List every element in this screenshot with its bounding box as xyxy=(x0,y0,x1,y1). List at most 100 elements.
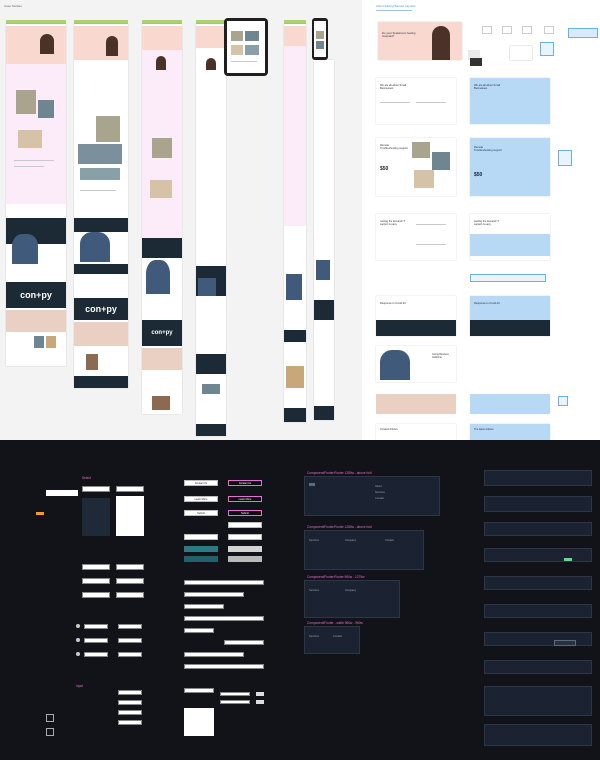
hero-banner xyxy=(74,26,128,60)
laptop-photo xyxy=(80,168,120,180)
footer-title: Component/Footer - width 960w - 960w xyxy=(307,621,363,625)
trouble-card-annotated[interactable]: Remote Troubleshooting support $50 xyxy=(470,138,550,196)
photo-grid xyxy=(152,138,172,158)
checkbox-group[interactable] xyxy=(82,554,152,614)
person-cutout xyxy=(316,260,330,280)
plain-button-2[interactable] xyxy=(184,534,218,540)
form-rows xyxy=(184,580,270,680)
hero-headline: Do your freelancers feeling overpaid? xyxy=(382,31,416,39)
dropdown-group[interactable]: Select xyxy=(82,476,152,546)
footer-component-2[interactable]: Component/Footer/Footer 1280w - above fo… xyxy=(304,525,424,570)
annotation-note xyxy=(540,42,554,56)
covid-card-annotated[interactable]: Response to Covid-19 xyxy=(470,296,550,336)
annotation-note xyxy=(558,396,568,406)
checkbox-icon[interactable] xyxy=(46,728,54,736)
submit-button-dark[interactable]: Submit xyxy=(228,510,262,516)
mobile-frame-6[interactable] xyxy=(314,60,334,420)
grey-button-2[interactable] xyxy=(228,556,262,562)
dark-section xyxy=(74,218,128,232)
person-cutout xyxy=(12,234,38,264)
footer-title: Component/Footer/Footer 960w - 1279w xyxy=(307,575,365,579)
dark-section xyxy=(142,238,182,258)
outline-button[interactable] xyxy=(228,534,262,540)
price-label: $50 xyxy=(474,172,483,178)
learn-more-button[interactable]: Learn More xyxy=(184,496,218,502)
support-card-annotated[interactable]: Getting the demand IT support is easy xyxy=(470,214,550,260)
hero-portrait xyxy=(156,56,166,70)
quote-card-annotated[interactable] xyxy=(470,394,550,414)
video-thumb xyxy=(78,144,122,164)
photo-tile xyxy=(152,396,170,410)
spec-stack xyxy=(468,50,480,60)
curated-card[interactable]: Curated Articles xyxy=(376,424,456,440)
mobile-frame-5[interactable] xyxy=(284,20,306,422)
latest-title: The latest articles xyxy=(474,428,494,431)
hero-card[interactable]: Do your freelancers feeling overpaid? xyxy=(378,22,462,60)
form-field[interactable] xyxy=(46,490,78,496)
covid-headline: Response to Covid-19 xyxy=(474,302,500,305)
teal-button-2[interactable] xyxy=(184,556,218,562)
tablet-frame[interactable] xyxy=(196,20,226,436)
mobile-frame-1[interactable]: con+py xyxy=(6,20,66,366)
hero-portrait xyxy=(106,36,118,56)
dark-section xyxy=(284,330,306,342)
plain-button[interactable] xyxy=(228,522,262,528)
checkbox-icon[interactable] xyxy=(46,714,54,722)
person-cutout xyxy=(80,232,110,262)
contact-button-dark[interactable]: Contact Us xyxy=(228,480,262,486)
caring-card[interactable]: Caring Business California xyxy=(376,346,456,382)
footer-component-4[interactable]: Component/Footer - width 960w - 960w Ser… xyxy=(304,621,363,654)
footer-component-1[interactable]: Component/Footer/Footer 1280w - above fo… xyxy=(304,471,440,516)
latest-card[interactable]: The latest articles xyxy=(470,424,550,440)
footer-component-3[interactable]: Component/Footer/Footer 960w - 1279w Ser… xyxy=(304,575,400,618)
hero-banner xyxy=(284,26,306,46)
text-input-group[interactable]: Input xyxy=(76,684,152,740)
quote-card[interactable] xyxy=(376,394,456,414)
mini-thumbs xyxy=(482,22,572,36)
product-tiles xyxy=(34,336,44,348)
caring-headline: Caring Business California xyxy=(432,354,449,359)
ipad-screen xyxy=(227,21,265,73)
caring-person xyxy=(380,350,410,380)
panel-subtitle xyxy=(376,10,412,12)
text-line xyxy=(80,190,116,192)
footer-title: Component/Footer/Footer 1280w - above fo… xyxy=(307,525,372,529)
menu-popup[interactable] xyxy=(184,688,274,738)
about-card[interactable]: We are all about Small Businesses xyxy=(376,78,456,124)
footer xyxy=(284,408,306,422)
phone-device[interactable] xyxy=(312,18,328,60)
portrait-card xyxy=(86,354,98,370)
nav-components xyxy=(484,470,596,750)
spec-stack xyxy=(470,58,482,66)
frame-body xyxy=(6,24,66,366)
trouble-card[interactable]: Remote Troubleshooting support $50 xyxy=(376,138,456,196)
footer-title: Component/Footer/Footer 1280w - above fo… xyxy=(307,471,372,475)
trouble-headline: Remote Troubleshooting support xyxy=(380,144,408,151)
grey-button[interactable] xyxy=(228,546,262,552)
submit-button[interactable]: Submit xyxy=(184,510,218,516)
text-line xyxy=(14,160,54,162)
hero-banner xyxy=(196,26,226,48)
learn-more-button-dark[interactable]: Learn More xyxy=(228,496,262,502)
mobile-frame-3[interactable]: con+py xyxy=(142,20,182,414)
photo-tile xyxy=(150,180,172,198)
mobile-frame-2[interactable]: con+py xyxy=(74,20,128,388)
teal-button[interactable] xyxy=(184,546,218,552)
person-cutout xyxy=(286,274,302,300)
contact-button[interactable]: Contact Us xyxy=(184,480,218,486)
brand-banner: con+py xyxy=(142,320,182,346)
frame-body xyxy=(314,60,334,420)
radio-group[interactable] xyxy=(76,616,152,676)
photo-grid xyxy=(16,90,36,114)
right-panel: Client-Facing Banner Layouts Do your fre… xyxy=(362,0,600,440)
about-card-annotated[interactable]: We are all about Small Businesses xyxy=(470,78,550,124)
brand-banner: con+py xyxy=(74,298,128,320)
ipad-device[interactable] xyxy=(224,18,268,76)
covid-card[interactable]: Response to Covid-19 xyxy=(376,296,456,336)
panel-title: Client-Facing Banner Layouts xyxy=(376,4,416,8)
quote-block xyxy=(74,322,128,346)
hero-portrait xyxy=(432,26,450,60)
hero-banner xyxy=(6,26,66,64)
support-card[interactable]: Getting the demand IT support is easy xyxy=(376,214,456,260)
product-tiles xyxy=(286,366,304,388)
